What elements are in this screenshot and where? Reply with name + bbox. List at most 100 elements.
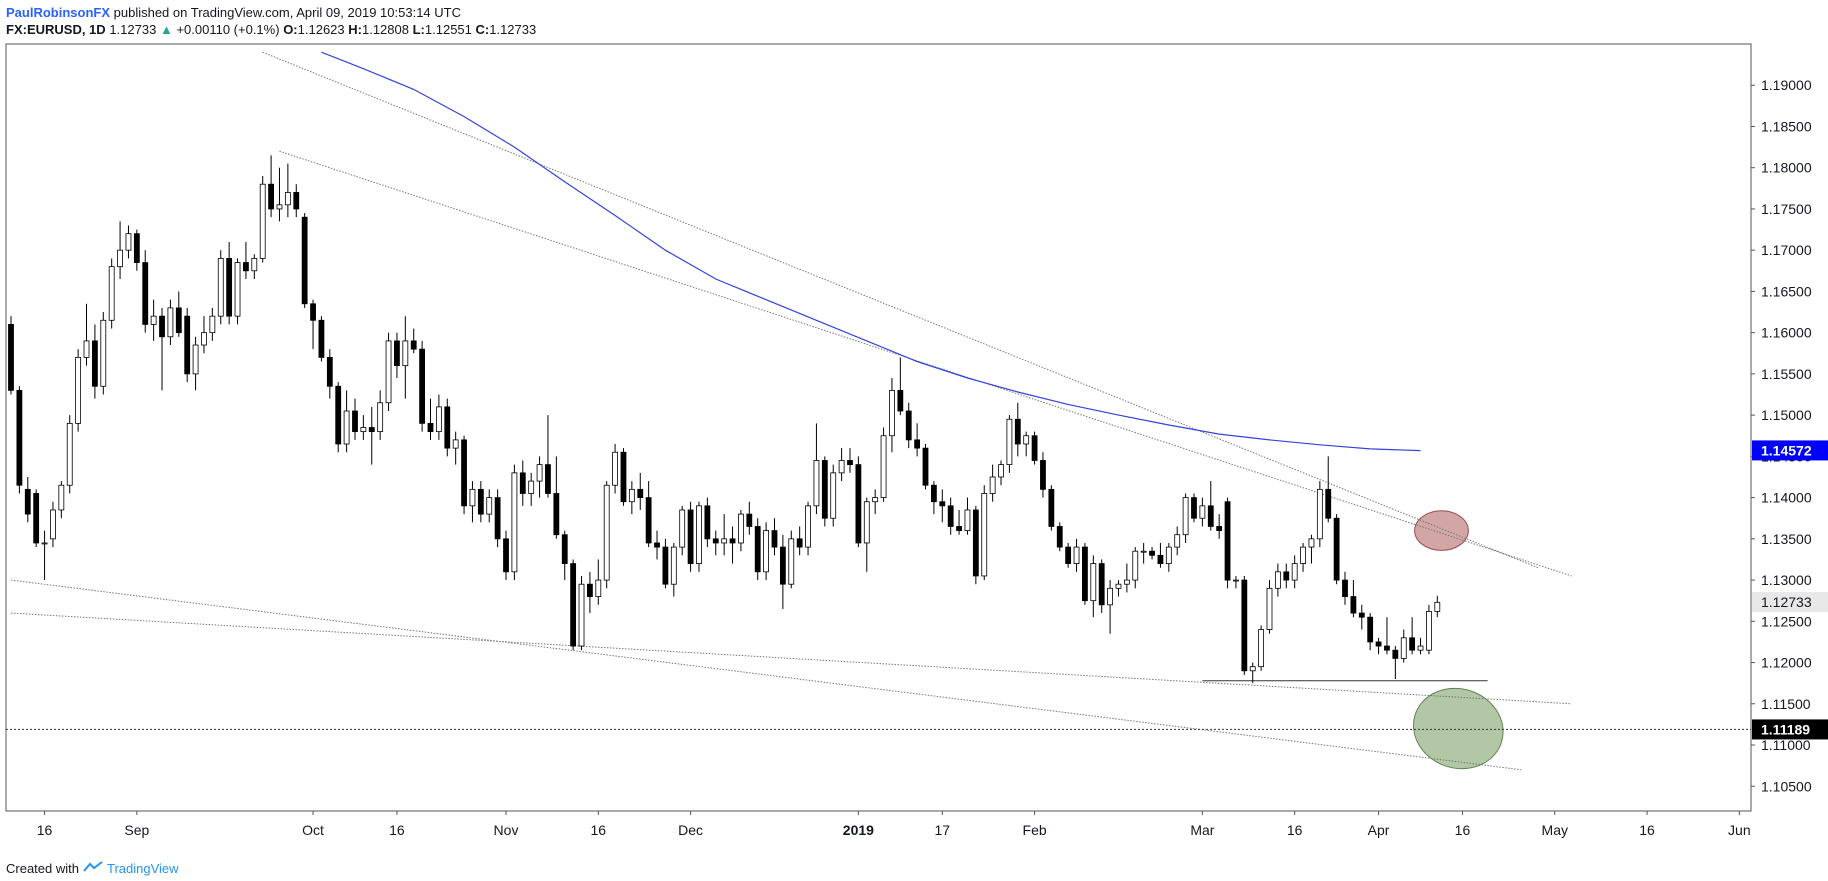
candle-bear — [1333, 517, 1340, 581]
candle-bull — [385, 340, 392, 404]
time-axis[interactable]: 16 Sep Oct 16 Nov 16 Dec 2019 17 Feb Mar 16 Apr 16 May… — [37, 811, 1751, 838]
candle-bull — [1199, 505, 1206, 519]
open-label: O: — [283, 22, 298, 37]
zones-layer — [1412, 510, 1504, 770]
candle-bear — [1358, 612, 1365, 618]
moving-average-layer — [321, 51, 1421, 452]
candle-bull — [1090, 563, 1097, 602]
candle-bull — [1073, 546, 1080, 564]
candle-bull — [41, 542, 48, 545]
candle-bull — [981, 493, 988, 577]
candle-bear — [419, 348, 426, 424]
candle-bull — [1266, 587, 1273, 630]
candle-bear — [645, 497, 652, 544]
candle-bear — [368, 427, 375, 433]
candle-bull — [1115, 583, 1122, 589]
candle-bull — [1258, 629, 1265, 668]
candle-bear — [704, 505, 711, 540]
published-text: published on TradingView.com, April 09, … — [113, 5, 461, 20]
candle-bull — [1434, 601, 1441, 612]
price-tick-label: 1.17500 — [1761, 201, 1812, 217]
chart-header: PaulRobinsonFX published on TradingView.… — [6, 4, 536, 38]
ohlc-line: FX:EURUSD, 1D 1.12733 ▲ +0.00110 (+0.1%)… — [6, 21, 536, 38]
price-tick-label: 1.16000 — [1761, 325, 1812, 341]
author-link[interactable]: PaulRobinsonFX — [6, 5, 110, 20]
candle-bull — [511, 472, 518, 573]
candle-bull — [377, 402, 384, 433]
candle-bull — [234, 262, 241, 317]
candle-bull — [58, 484, 65, 511]
candle-bull — [66, 422, 73, 486]
time-tick-label: 17 — [935, 822, 951, 838]
candle-bull — [880, 435, 887, 499]
price-tick-label: 1.10500 — [1761, 778, 1812, 794]
candle-bull — [469, 488, 476, 507]
trendline — [279, 150, 1572, 577]
last-price-label: 1.12733 — [1761, 594, 1812, 610]
candle-bull — [628, 488, 635, 503]
candle-bear — [1065, 546, 1072, 564]
candle-bear — [1082, 546, 1088, 602]
candle-bear — [662, 546, 669, 585]
price-tick-label: 1.18500 — [1761, 118, 1812, 134]
candle-bear — [318, 319, 325, 358]
price-tick-label: 1.18000 — [1761, 160, 1812, 176]
low-value: 1.12551 — [424, 22, 472, 37]
price-tick-label: 1.13500 — [1761, 531, 1812, 547]
candle-bull — [117, 249, 123, 268]
candle-bear — [746, 513, 753, 527]
candle-bull — [1300, 546, 1306, 564]
candle-bear — [570, 563, 577, 647]
high-value: 1.12808 — [361, 22, 409, 37]
candle-bull — [125, 233, 132, 251]
price-tick-label: 1.11000 — [1761, 737, 1811, 753]
candle-bear — [293, 192, 300, 210]
candle-bear — [1098, 563, 1105, 606]
candle-bear — [175, 307, 182, 334]
candle-bull — [83, 340, 90, 358]
candle-bull — [1165, 546, 1172, 564]
candle-bear — [444, 406, 451, 449]
time-tick-label: 16 — [37, 822, 53, 838]
candle-bull — [1140, 550, 1147, 553]
candle-bear — [956, 526, 962, 531]
candle-bear — [226, 258, 233, 317]
candle-bull — [830, 472, 837, 519]
candle-bear — [771, 530, 778, 548]
candle-bear — [754, 526, 761, 573]
price-tick-label: 1.15000 — [1761, 407, 1812, 423]
candle-bull — [528, 480, 535, 494]
price-tick-label: 1.14000 — [1761, 490, 1812, 506]
candle-bear — [561, 534, 568, 564]
candle-bull — [964, 509, 971, 531]
candle-bull — [1308, 538, 1315, 548]
candle-bull — [838, 460, 845, 474]
price-tick-label: 1.13000 — [1761, 572, 1812, 588]
candle-bear — [503, 538, 509, 573]
time-tick-label: Feb — [1023, 822, 1047, 838]
time-tick-label: 16 — [1639, 822, 1655, 838]
candle-bear — [8, 324, 14, 391]
ma-price-label: 1.14572 — [1761, 442, 1812, 458]
candle-bull — [343, 410, 350, 445]
candle-bear — [545, 464, 551, 494]
price-axis[interactable]: 1.19000 1.18500 1.18000 1.17500 1.17000 1.165… — [1751, 77, 1812, 794]
close-value: 1.12733 — [489, 22, 537, 37]
candle-bull — [1132, 550, 1139, 581]
candle-bear — [133, 233, 140, 263]
up-arrow-icon: ▲ — [159, 22, 173, 37]
candle-bear — [1392, 649, 1399, 659]
candle-bull — [738, 513, 744, 544]
trendline — [10, 612, 1572, 705]
price-tick-label: 1.11500 — [1761, 696, 1811, 712]
trendline — [262, 51, 1539, 569]
price-tick-label: 1.15500 — [1761, 366, 1812, 382]
candle-bear — [1325, 488, 1332, 519]
footer: Created with TradingView — [6, 860, 179, 877]
candle-bear — [24, 488, 31, 515]
candle-bear — [1014, 418, 1021, 445]
candle-bear — [687, 509, 694, 564]
candle-bear — [1031, 435, 1038, 461]
tradingview-brand-link[interactable]: TradingView — [106, 861, 179, 876]
